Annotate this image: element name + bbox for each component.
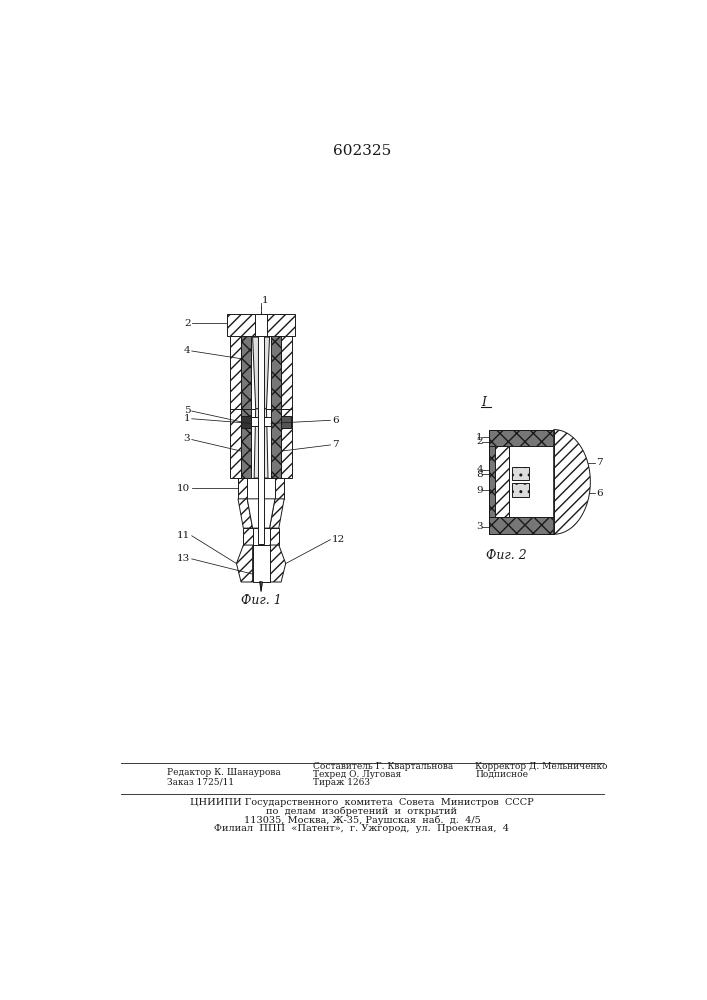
Polygon shape	[254, 409, 268, 478]
Polygon shape	[227, 314, 295, 336]
Text: 113035, Москва, Ж-35, Раушская  наб.  д.  4/5: 113035, Москва, Ж-35, Раушская наб. д. 4…	[244, 815, 480, 825]
Text: 2: 2	[477, 437, 483, 446]
Polygon shape	[269, 499, 284, 528]
Text: Составитель Г. Квартальнова: Составитель Г. Квартальнова	[313, 762, 454, 771]
Polygon shape	[509, 446, 554, 517]
Polygon shape	[512, 467, 529, 480]
Text: 3: 3	[477, 522, 483, 531]
Text: Техред О. Луговая: Техред О. Луговая	[313, 770, 402, 779]
Text: 1: 1	[262, 296, 269, 305]
Text: 9: 9	[477, 486, 483, 495]
Polygon shape	[489, 517, 554, 534]
Text: 4: 4	[477, 465, 483, 474]
Polygon shape	[241, 416, 251, 428]
Text: Фиг. 2: Фиг. 2	[486, 549, 526, 562]
Text: 1: 1	[184, 414, 190, 423]
Polygon shape	[247, 478, 275, 499]
Polygon shape	[512, 483, 529, 497]
Text: Редактор К. Шанаурова: Редактор К. Шанаурова	[167, 768, 281, 777]
Polygon shape	[251, 417, 261, 426]
Polygon shape	[241, 409, 251, 478]
Text: 602325: 602325	[333, 144, 391, 158]
Text: 1: 1	[477, 433, 483, 442]
Polygon shape	[260, 582, 262, 591]
Text: 3: 3	[184, 434, 190, 443]
Text: 6: 6	[332, 416, 339, 425]
Text: Корректор Д. Мельниченко: Корректор Д. Мельниченко	[475, 762, 607, 771]
Polygon shape	[230, 409, 241, 478]
Text: 12: 12	[332, 535, 345, 544]
Polygon shape	[258, 336, 264, 544]
Text: 7: 7	[332, 440, 339, 449]
Polygon shape	[230, 336, 241, 409]
Polygon shape	[269, 545, 286, 582]
Polygon shape	[252, 337, 269, 409]
Text: 5: 5	[184, 406, 190, 415]
Text: Фиг. 1: Фиг. 1	[240, 594, 281, 607]
Text: ЦНИИПИ Государственного  комитета  Совета  Министров  СССР: ЦНИИПИ Государственного комитета Совета …	[190, 798, 534, 807]
Polygon shape	[247, 499, 275, 528]
Text: 4: 4	[184, 346, 190, 355]
Text: Заказ 1725/11: Заказ 1725/11	[167, 778, 234, 787]
Polygon shape	[269, 528, 279, 545]
Text: 7: 7	[597, 458, 603, 467]
Polygon shape	[255, 314, 267, 336]
Polygon shape	[238, 499, 252, 528]
Text: 6: 6	[597, 489, 603, 498]
Polygon shape	[251, 409, 271, 478]
Polygon shape	[252, 528, 269, 545]
Text: 10: 10	[177, 484, 190, 493]
Polygon shape	[243, 528, 252, 545]
Polygon shape	[271, 336, 281, 409]
Text: Подписное: Подписное	[475, 770, 528, 779]
Text: 2: 2	[185, 319, 191, 328]
Polygon shape	[251, 336, 271, 409]
Polygon shape	[495, 446, 509, 517]
Polygon shape	[252, 545, 269, 582]
Polygon shape	[281, 336, 292, 409]
Polygon shape	[489, 430, 554, 446]
Polygon shape	[281, 416, 291, 428]
Polygon shape	[275, 478, 284, 499]
Polygon shape	[236, 545, 252, 582]
Text: 8: 8	[477, 470, 483, 479]
Text: 11: 11	[177, 531, 190, 540]
Text: Тираж 1263: Тираж 1263	[313, 778, 370, 787]
Polygon shape	[489, 446, 495, 517]
Polygon shape	[241, 336, 251, 409]
Polygon shape	[238, 478, 247, 499]
Text: I: I	[481, 396, 486, 409]
Polygon shape	[281, 409, 292, 478]
Polygon shape	[554, 430, 590, 534]
Text: Филиал  ППП  «Патент»,  г. Ужгород,  ул.  Проектная,  4: Филиал ППП «Патент», г. Ужгород, ул. Про…	[214, 824, 510, 833]
Polygon shape	[271, 409, 281, 478]
Polygon shape	[261, 417, 271, 426]
Text: по  делам  изобретений  и  открытий: по делам изобретений и открытий	[267, 807, 457, 816]
Text: 13: 13	[177, 554, 190, 563]
